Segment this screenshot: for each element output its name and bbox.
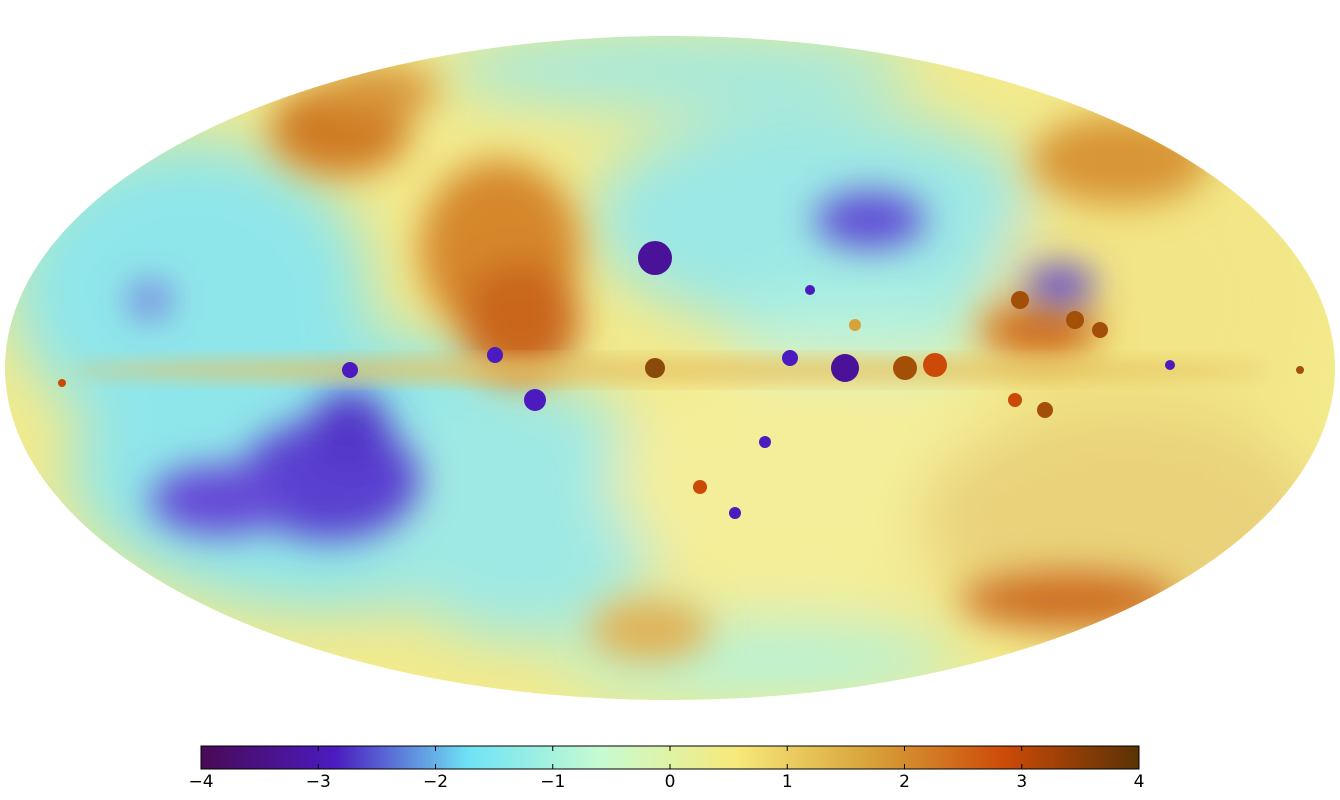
hot-regions [270, 65, 1210, 660]
compact-sources [58, 241, 1304, 519]
colorbar-tick-label: 4 [1134, 772, 1145, 792]
colorbar: −4 −3 −2 −1 0 1 2 3 4 [188, 745, 1144, 792]
colorbar-tick-label: −1 [540, 772, 565, 792]
colorbar-tick-label: 0 [665, 772, 676, 792]
colorbar-tick-labels: −4 −3 −2 −1 0 1 2 3 4 [188, 772, 1144, 792]
colorbar-tick-label: −2 [423, 772, 448, 792]
colorbar-tick-label: −4 [188, 772, 213, 792]
colorbar-tick-label: 3 [1016, 772, 1027, 792]
cold-regions [130, 192, 1095, 540]
mollweide-map [5, 36, 1335, 700]
colorbar-ticks [200, 746, 1140, 769]
colorbar-tick-label: 1 [782, 772, 793, 792]
galactic-plane-band [70, 356, 1270, 384]
colorbar-tick-label: −3 [306, 772, 331, 792]
colorbar-tick-label: 2 [899, 772, 910, 792]
